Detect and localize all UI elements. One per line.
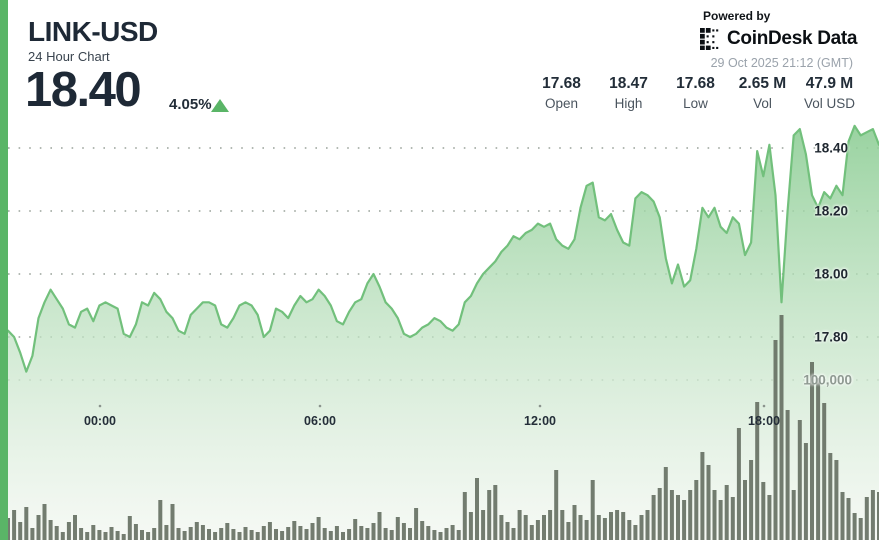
stats-row: 17.68 Open 18.47 High 17.68 Low 2.65 M V… <box>528 75 863 111</box>
time-axis-label: 18:00 <box>748 414 780 428</box>
brand-name: CoinDesk Data <box>727 28 858 49</box>
stat-label: Low <box>683 96 708 111</box>
stat-open: 17.68 Open <box>528 75 595 111</box>
stat-label: Vol <box>753 96 772 111</box>
stat-value: 2.65 M <box>738 75 787 92</box>
stat-label: Open <box>544 96 579 111</box>
chart-subtitle: 24 Hour Chart <box>28 49 110 64</box>
stat-value: 47.9 M <box>805 75 854 92</box>
stat-low: 17.68 Low <box>662 75 729 111</box>
stat-label: High <box>614 96 643 111</box>
change-percent: 4.05% <box>169 96 212 113</box>
time-axis-label: 06:00 <box>304 414 336 428</box>
time-axis-label: 00:00 <box>84 414 116 428</box>
brand-logo: CoinDesk Data <box>700 28 858 50</box>
stat-high: 18.47 High <box>595 75 662 111</box>
price-axis-label: 18.20 <box>814 203 848 219</box>
stat-value: 17.68 <box>542 75 581 92</box>
stat-vol-usd: 47.9 M Vol USD <box>796 75 863 111</box>
page-title: LINK-USD <box>28 16 158 47</box>
stat-vol: 2.65 M Vol <box>729 75 796 111</box>
price-axis-label: 17.80 <box>814 329 848 345</box>
coindesk-logo-icon <box>700 28 719 50</box>
price-axis-label: 18.00 <box>814 266 848 282</box>
powered-by-label: Powered by <box>703 9 771 23</box>
volume-axis-label: 100,000 <box>803 372 852 388</box>
current-price: 18.40 <box>25 63 142 117</box>
stat-value: 18.47 <box>609 75 648 92</box>
timestamp: 29 Oct 2025 21:12 (GMT) <box>710 56 853 70</box>
accent-stripe <box>0 0 8 540</box>
price-axis-label: 18.40 <box>814 140 848 156</box>
stat-value: 17.68 <box>676 75 715 92</box>
stat-label: Vol USD <box>803 96 856 111</box>
up-arrow-icon <box>211 99 229 112</box>
time-axis-label: 12:00 <box>524 414 556 428</box>
